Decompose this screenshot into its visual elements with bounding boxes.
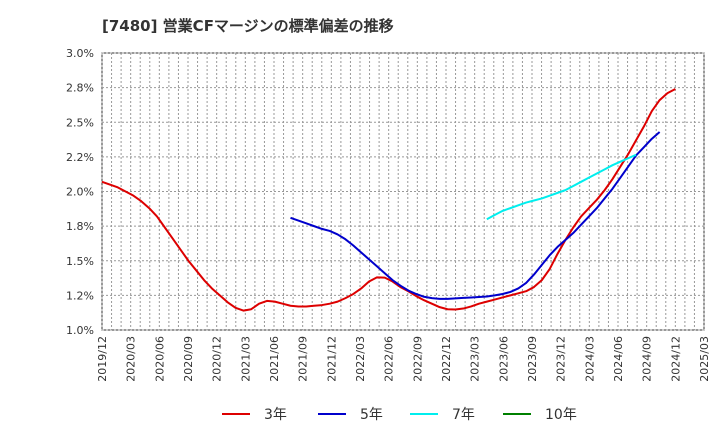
grid	[101, 52, 705, 331]
y-tick-label: 3.0%	[66, 47, 94, 60]
legend-label: 5年	[360, 407, 383, 423]
y-tick-label: 1.5%	[66, 255, 94, 268]
y-tick-label: 2.0%	[66, 186, 94, 199]
x-tick-label: 2022/09	[411, 336, 424, 382]
legend-label: 7年	[452, 407, 475, 423]
x-tick: 2021/12	[325, 336, 338, 382]
legend-label: 3年	[264, 407, 287, 423]
x-tick: 2020/03	[125, 336, 138, 382]
x-tick: 2024/12	[669, 336, 682, 382]
x-tick: 2020/09	[182, 336, 195, 382]
x-tick: 2021/03	[239, 336, 252, 382]
x-tick-label: 2024/06	[612, 336, 625, 382]
x-tick-label: 2021/03	[239, 336, 252, 382]
legend: 3年 5年 7年 10年	[222, 407, 577, 423]
x-tick-label: 2022/12	[440, 336, 453, 382]
x-tick-label: 2024/09	[641, 336, 654, 382]
y-tick-label: 1.0%	[66, 324, 94, 337]
x-tick-label: 2023/03	[469, 336, 482, 382]
x-tick-label: 2021/09	[297, 336, 310, 382]
x-tick: 2023/09	[526, 336, 539, 382]
x-tick: 2025/03	[698, 336, 711, 382]
x-tick-label: 2020/09	[182, 336, 195, 382]
y-tick-label: 2.2%	[66, 151, 94, 164]
y-tick-label: 1.8%	[66, 220, 94, 233]
x-tick: 2020/12	[211, 336, 224, 382]
x-tick: 2022/12	[440, 336, 453, 382]
x-tick-label: 2020/06	[153, 336, 166, 382]
x-tick-label: 2020/03	[125, 336, 138, 382]
x-tick-label: 2023/09	[526, 336, 539, 382]
series-group	[101, 88, 676, 312]
x-tick: 2022/06	[383, 336, 396, 382]
x-tick: 2024/06	[612, 336, 625, 382]
y-tick-label: 1.2%	[66, 289, 94, 302]
x-tick-label: 2024/03	[583, 336, 596, 382]
x-tick: 2022/09	[411, 336, 424, 382]
series-line-3	[486, 153, 637, 221]
x-tick-label: 2020/12	[211, 336, 224, 382]
x-tick-label: 2021/12	[325, 336, 338, 382]
x-tick: 2023/06	[497, 336, 510, 382]
x-tick: 2024/09	[641, 336, 654, 382]
x-tick: 2020/06	[153, 336, 166, 382]
x-tick: 2023/03	[469, 336, 482, 382]
x-tick-label: 2023/12	[555, 336, 568, 382]
x-tick-label: 2022/03	[354, 336, 367, 382]
chart-title: [7480] 営業CFマージンの標準偏差の推移	[102, 17, 394, 35]
x-tick: 2022/03	[354, 336, 367, 382]
x-tick: 2021/09	[297, 336, 310, 382]
x-tick-label: 2021/06	[268, 336, 281, 382]
series-line-1	[101, 88, 676, 312]
x-tick: 2023/12	[555, 336, 568, 382]
x-tick-label: 2025/03	[698, 336, 711, 382]
y-tick-label: 2.8%	[66, 82, 94, 95]
y-tick-label: 2.5%	[66, 116, 94, 129]
x-axis: 2019/12 2020/03 2020/06 2020/09 2020/12 2021/…	[96, 336, 711, 382]
x-tick-label: 2024/12	[669, 336, 682, 382]
x-tick-label: 2019/12	[96, 336, 109, 382]
x-tick: 2019/12	[96, 336, 109, 382]
series-line-2	[290, 131, 661, 300]
x-tick: 2021/06	[268, 336, 281, 382]
legend-label: 10年	[545, 407, 577, 423]
x-tick-label: 2023/06	[497, 336, 510, 382]
x-tick-label: 2022/06	[383, 336, 396, 382]
x-tick: 2024/03	[583, 336, 596, 382]
y-axis: 1.0% 1.2% 1.5% 1.8% 2.0% 2.2% 2.5% 2.8% 3.0%	[66, 47, 94, 337]
